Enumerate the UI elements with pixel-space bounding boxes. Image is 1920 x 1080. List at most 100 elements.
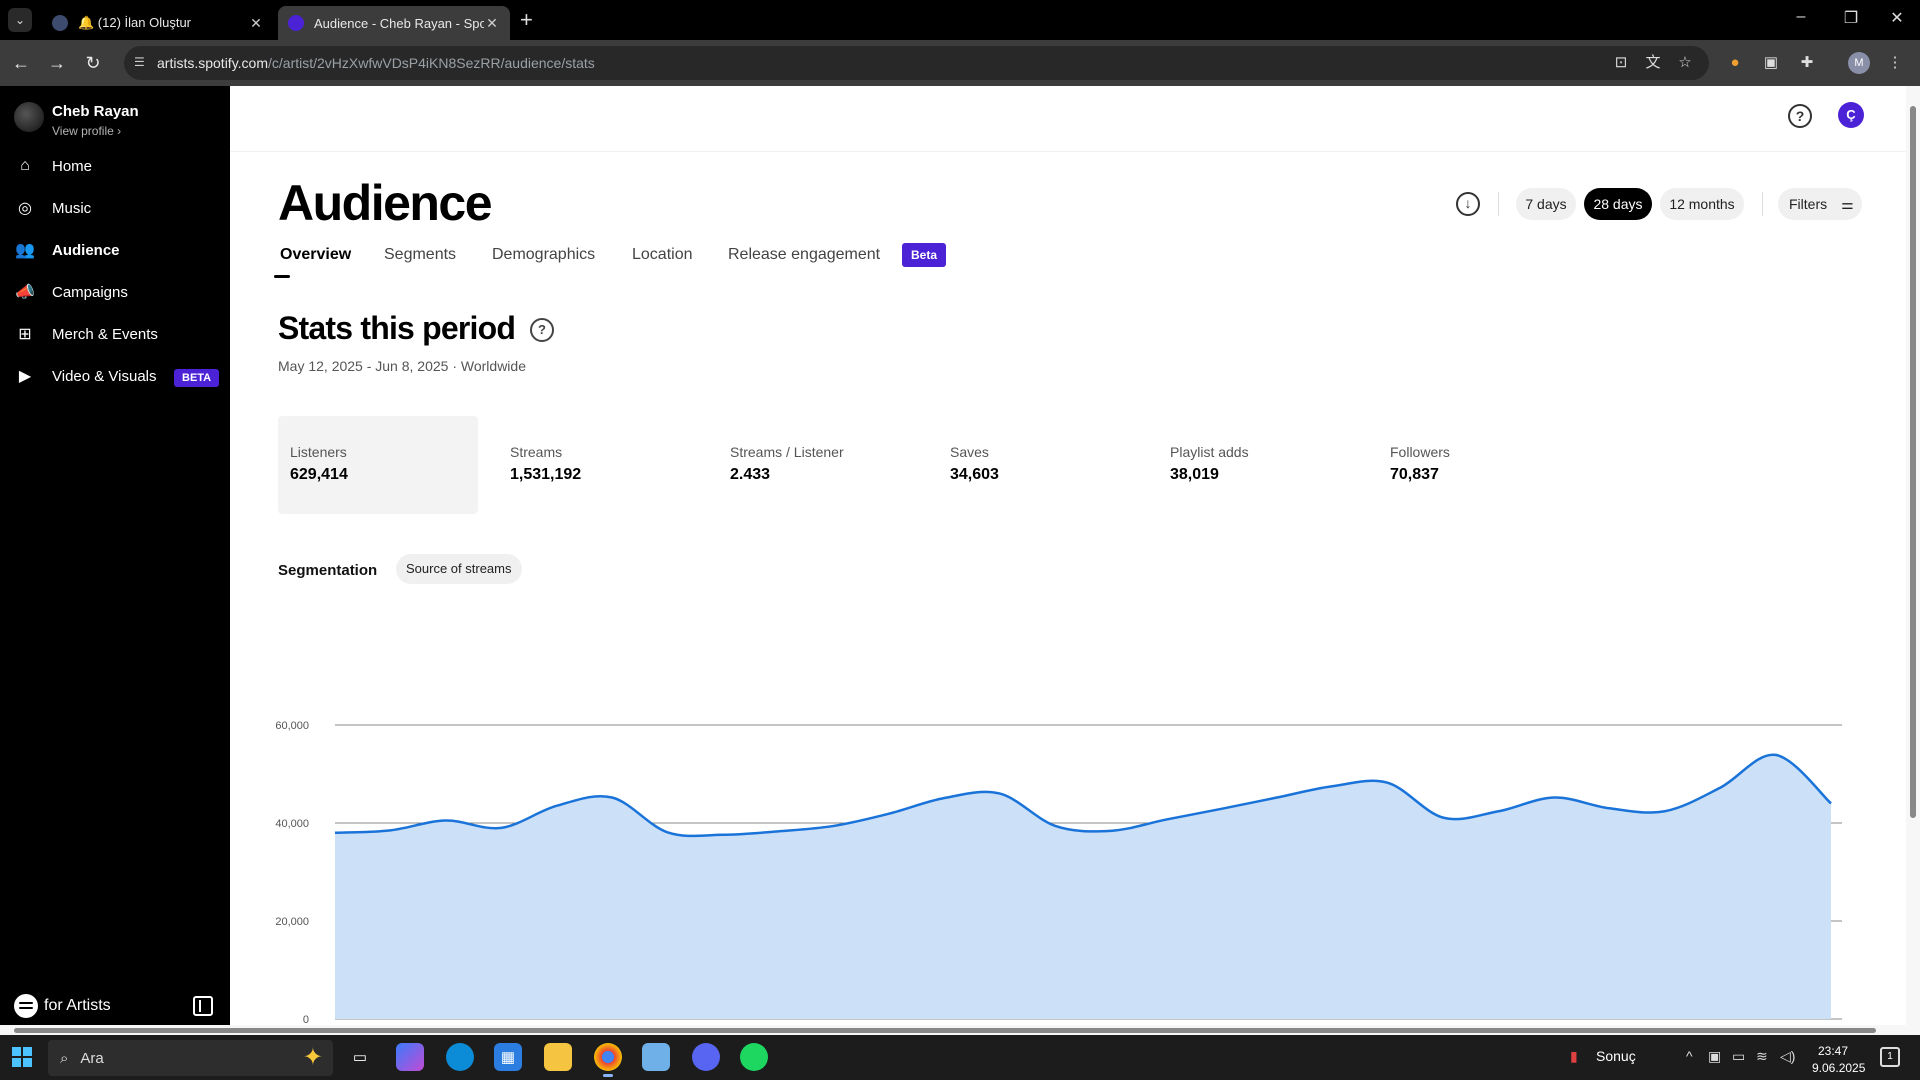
notification-icon[interactable]: 1	[1880, 1047, 1900, 1067]
translate-icon[interactable]: 文	[1645, 54, 1661, 71]
file-explorer-icon[interactable]	[544, 1043, 572, 1071]
metric-label: Streams / Listener	[730, 444, 844, 460]
metric-label: Listeners	[290, 444, 347, 460]
battery-icon[interactable]: ▭	[1732, 1048, 1746, 1064]
spotify-icon	[14, 994, 38, 1018]
taskbar-widget-text[interactable]: Sonuç	[1596, 1048, 1636, 1064]
meet-icon[interactable]: ▣	[1708, 1048, 1722, 1064]
reload-icon[interactable]: ↻	[85, 53, 101, 73]
chart-series-line	[334, 753, 1832, 838]
view-profile-link[interactable]: View profile ›	[52, 124, 122, 138]
divider	[1498, 192, 1499, 216]
forward-icon[interactable]: →	[48, 53, 66, 73]
spotify-icon[interactable]	[740, 1043, 768, 1071]
site-info-icon[interactable]: ☰	[134, 55, 145, 69]
taskbar-search[interactable]: ⌕ Ara ✦	[48, 1040, 333, 1076]
discord-icon[interactable]	[692, 1043, 720, 1071]
address-bar[interactable]: ☰ artists.spotify.com/c/artist/2vHzXwfwV…	[124, 46, 1709, 80]
sidebar-item-video-visuals[interactable]: ▶ Video & Visuals	[14, 361, 214, 391]
scroll-thumb[interactable]	[1910, 106, 1916, 818]
bookmark-star-icon[interactable]: ☆	[1678, 54, 1692, 71]
tab-segments[interactable]: Segments	[384, 246, 457, 263]
main-content: ? Ç Audience ↓ 7 days 28 days 12 months …	[230, 86, 1906, 1025]
browser-toolbar: ← → ↻ ☰ artists.spotify.com/c/artist/2vH…	[0, 40, 1920, 86]
copilot-icon[interactable]	[396, 1043, 424, 1071]
browser-profile-avatar[interactable]: M	[1848, 52, 1870, 74]
help-icon[interactable]: ?	[530, 318, 554, 342]
store-icon[interactable]: ▦	[494, 1043, 522, 1071]
volume-icon[interactable]: ◁)	[1780, 1048, 1796, 1064]
metric-saves[interactable]: Saves 34,603	[938, 416, 1138, 514]
close-tab-icon[interactable]: ✕	[486, 14, 498, 31]
metric-playlist-adds[interactable]: Playlist adds 38,019	[1158, 416, 1358, 514]
sidebar-item-home[interactable]: ⌂ Home	[14, 151, 214, 181]
help-icon[interactable]: ?	[1788, 104, 1812, 128]
music-icon: ◎	[18, 200, 32, 217]
restore-icon[interactable]: ❐	[1843, 10, 1859, 27]
close-window-icon[interactable]: ✕	[1890, 10, 1904, 27]
sidebar-item-label: Music	[52, 199, 92, 217]
main-header: ? Ç	[230, 86, 1906, 152]
extensions-puzzle-icon[interactable]: ✚	[1800, 54, 1814, 71]
horizontal-scrollbar[interactable]	[0, 1025, 1906, 1035]
sidebar-item-merch-events[interactable]: ⊞ Merch & Events	[14, 319, 214, 349]
nba-icon[interactable]: ▮	[1570, 1048, 1578, 1064]
range-28-days[interactable]: 28 days	[1584, 188, 1652, 220]
y-tick-label: 40,000	[275, 818, 309, 830]
install-app-icon[interactable]: ⊡	[1614, 54, 1628, 71]
scroll-thumb[interactable]	[14, 1028, 1876, 1033]
metric-followers[interactable]: Followers 70,837	[1378, 416, 1578, 514]
home-icon: ⌂	[20, 157, 30, 174]
back-icon[interactable]: ←	[12, 53, 30, 73]
close-tab-icon[interactable]: ✕	[250, 14, 262, 31]
metric-label: Playlist adds	[1170, 444, 1249, 460]
tab-location[interactable]: Location	[632, 246, 693, 263]
tab-demographics[interactable]: Demographics	[492, 246, 596, 263]
browser-menu-icon[interactable]: ⋮	[1887, 54, 1903, 71]
browser-tab-strip: ⌄ 🔔 (12) İlan Oluştur ✕ Audience - Cheb …	[0, 0, 1920, 40]
extension-icon[interactable]: ●	[1730, 54, 1740, 71]
minimize-icon[interactable]: –	[1796, 8, 1806, 25]
tab-release-engagement[interactable]: Release engagement	[728, 246, 881, 263]
browser-tab-ilan[interactable]: 🔔 (12) İlan Oluştur ✕	[42, 6, 274, 40]
task-view-icon[interactable]: ▭	[352, 1049, 368, 1066]
metric-listeners[interactable]: Listeners 629,414	[278, 416, 478, 514]
notepad-icon[interactable]	[642, 1043, 670, 1071]
favicon-icon	[52, 15, 68, 31]
collapse-sidebar-icon[interactable]	[193, 996, 213, 1016]
metric-streams[interactable]: Streams 1,531,192	[498, 416, 698, 514]
chrome-icon[interactable]	[594, 1043, 622, 1077]
wifi-icon[interactable]: ≋	[1756, 1048, 1768, 1064]
sidebar-item-music[interactable]: ◎ Music	[14, 193, 214, 223]
tab-search-icon[interactable]: ⌄	[8, 8, 32, 32]
beta-badge: Beta	[902, 243, 947, 267]
clock-time[interactable]: 23:47	[1818, 1044, 1849, 1058]
metric-streams-per-listener[interactable]: Streams / Listener 2.433	[718, 416, 918, 514]
filters-button[interactable]: Filters ⚌	[1778, 188, 1862, 220]
user-avatar[interactable]: Ç	[1838, 102, 1864, 128]
artist-avatar[interactable]	[14, 102, 44, 132]
chevron-up-icon[interactable]: ^	[1686, 1048, 1693, 1064]
browser-tab-audience[interactable]: Audience - Cheb Rayan - Spotif ✕	[278, 6, 510, 40]
metric-value: 34,603	[950, 466, 999, 483]
tab-title: 🔔 (12) İlan Oluştur	[78, 15, 192, 30]
stats-period: May 12, 2025 - Jun 8, 2025 · Worldwide	[278, 358, 526, 374]
range-12-months[interactable]: 12 months	[1660, 188, 1744, 220]
edge-icon[interactable]	[446, 1043, 474, 1071]
artist-name[interactable]: Cheb Rayan	[52, 103, 139, 120]
sidebar-item-label: Audience	[52, 241, 120, 259]
range-7-days[interactable]: 7 days	[1516, 188, 1576, 220]
tab-overview[interactable]: Overview	[280, 246, 352, 263]
scroll-corner	[1906, 1025, 1920, 1035]
extension-badge-icon[interactable]: ▣	[1763, 54, 1779, 71]
sidebar-item-audience[interactable]: 👥 Audience	[14, 235, 214, 265]
sidebar-item-campaigns[interactable]: 📣 Campaigns	[14, 277, 214, 307]
new-tab-button[interactable]: +	[520, 7, 533, 32]
clock-date[interactable]: 9.06.2025	[1812, 1061, 1866, 1075]
source-of-streams-chip[interactable]: Source of streams	[396, 554, 522, 584]
windows-start-icon[interactable]	[12, 1047, 32, 1067]
segmentation-label: Segmentation	[278, 562, 378, 579]
vertical-scrollbar[interactable]	[1906, 86, 1920, 1025]
sidebar-item-label: Video & Visuals	[52, 367, 157, 385]
download-icon[interactable]: ↓	[1456, 192, 1480, 216]
